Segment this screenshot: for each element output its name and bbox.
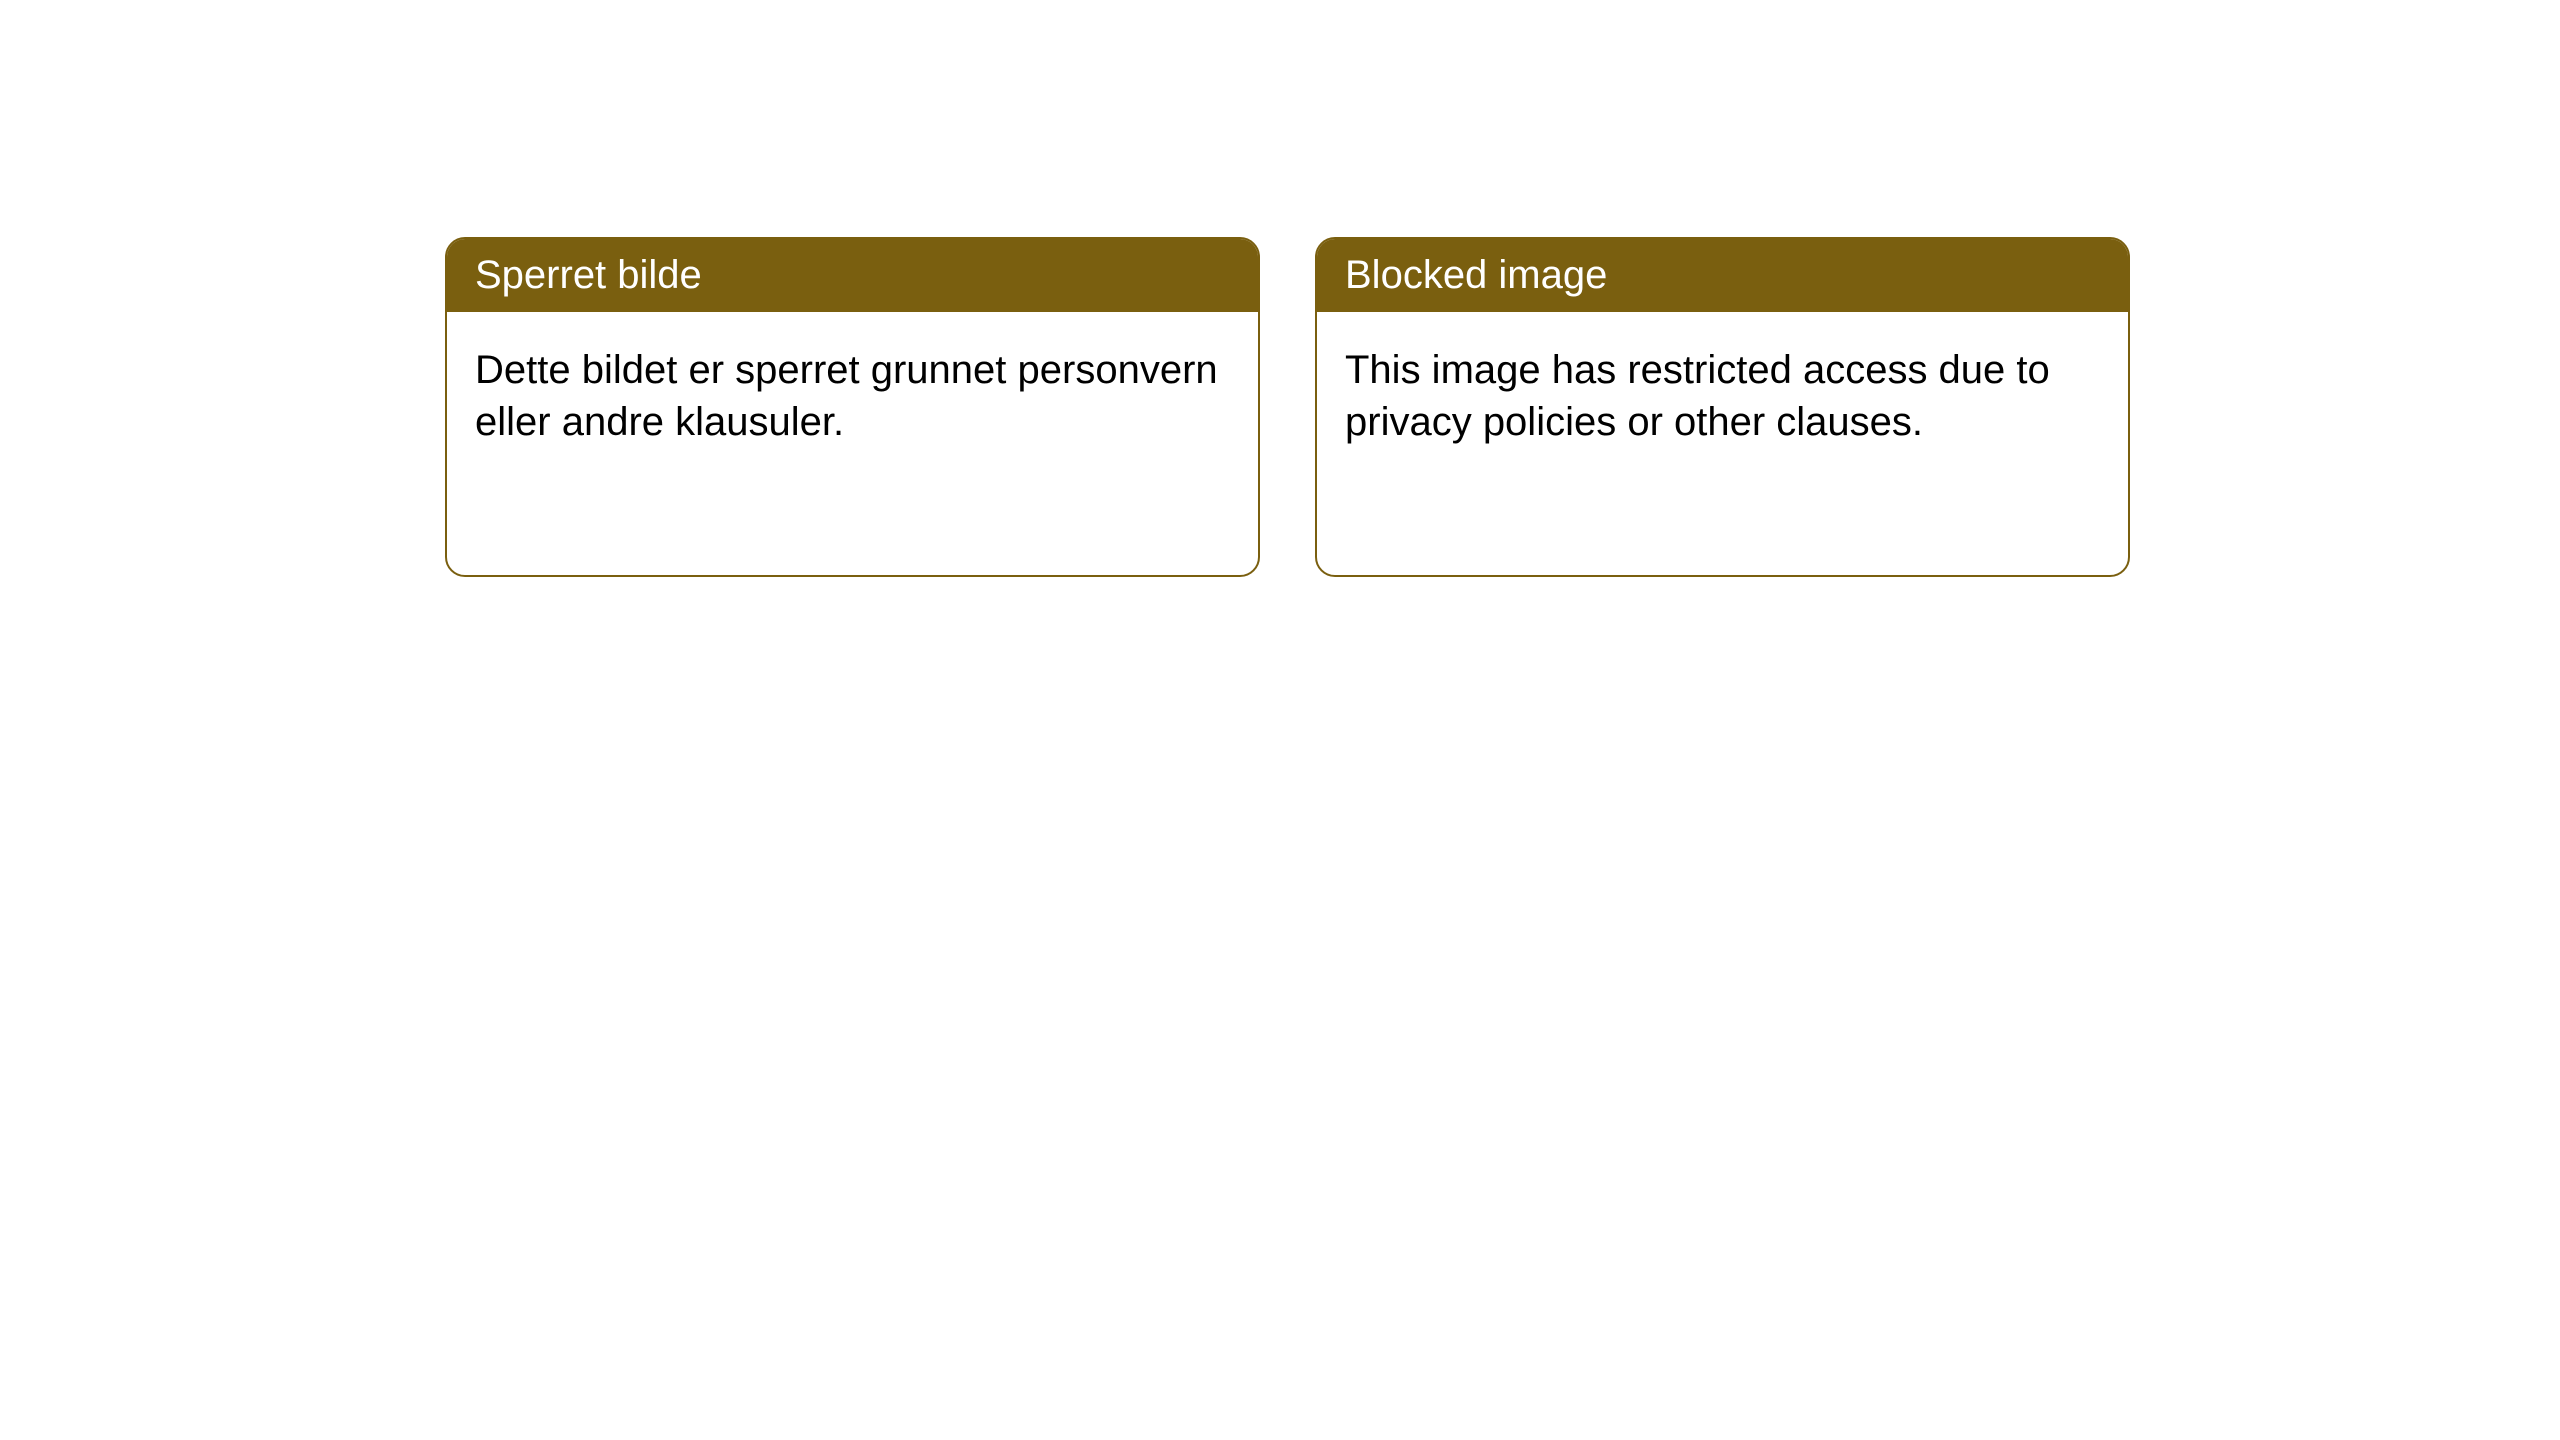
card-title-no: Sperret bilde <box>447 239 1258 312</box>
card-title-en: Blocked image <box>1317 239 2128 312</box>
blocked-image-card-no: Sperret bilde Dette bildet er sperret gr… <box>445 237 1260 577</box>
card-body-no: Dette bildet er sperret grunnet personve… <box>447 312 1258 480</box>
notice-cards-container: Sperret bilde Dette bildet er sperret gr… <box>445 237 2130 577</box>
card-body-en: This image has restricted access due to … <box>1317 312 2128 480</box>
blocked-image-card-en: Blocked image This image has restricted … <box>1315 237 2130 577</box>
